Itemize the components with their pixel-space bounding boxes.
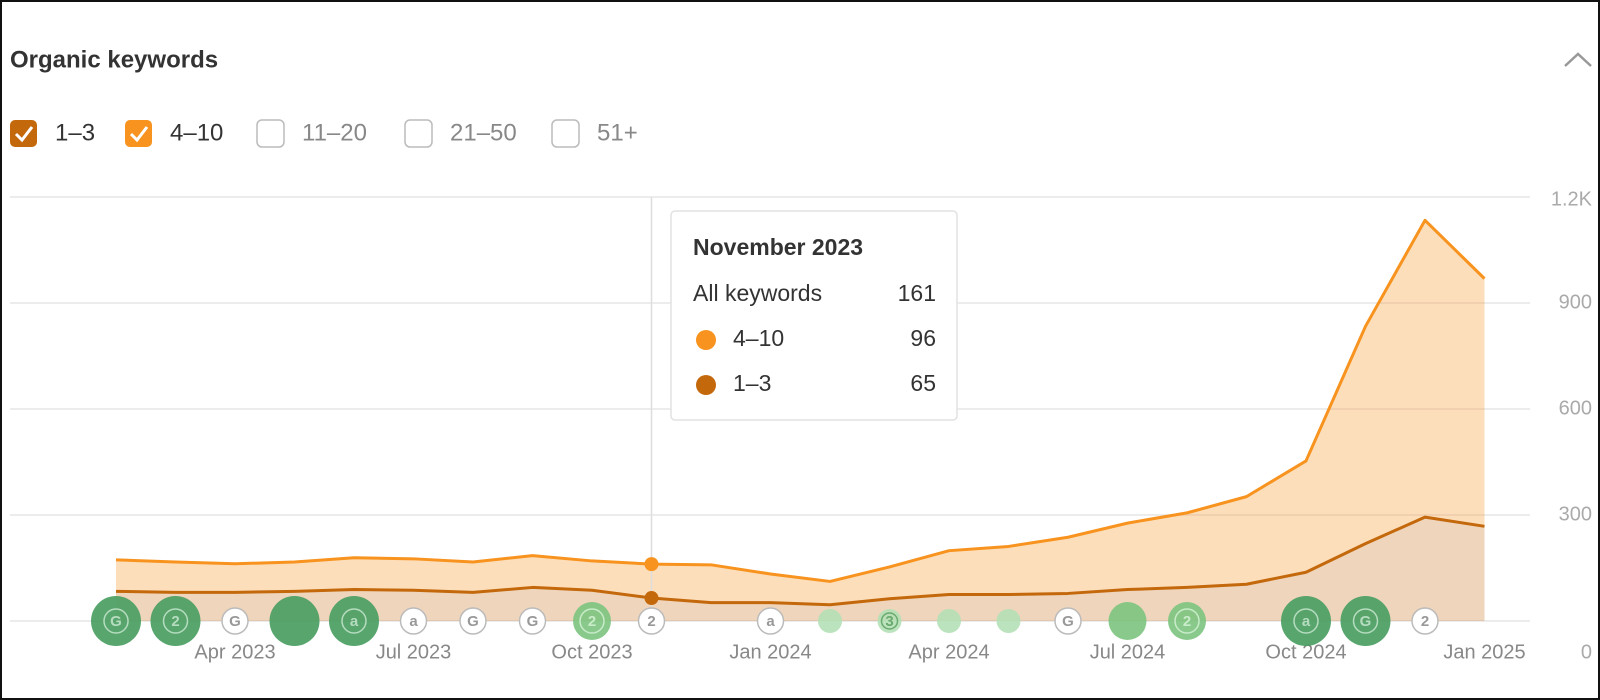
event-label: 2 [1183,613,1191,630]
event-marker[interactable] [818,609,842,633]
event-label: 3 [885,613,893,630]
legend-label[interactable]: 21–50 [450,119,517,146]
x-tick-label: Jul 2023 [376,641,452,663]
event-marker[interactable] [399,607,428,635]
tooltip-dot [696,375,716,395]
event-label: a [1302,613,1311,630]
event-label: a [409,613,418,630]
legend-label[interactable]: 1–3 [55,119,95,146]
checkbox[interactable] [10,120,37,147]
event-marker[interactable] [637,607,666,635]
event-badge [341,608,367,634]
checkbox[interactable] [404,119,433,148]
event-marker[interactable] [1340,596,1391,646]
event-label: G [110,613,122,630]
y-tick-label: 900 [1559,291,1592,313]
legend-label[interactable]: 11–20 [302,119,367,146]
x-tick-label: Apr 2024 [908,641,989,663]
event-badge [103,608,129,634]
event-marker[interactable] [518,607,547,635]
event-badge [1352,608,1379,634]
event-marker[interactable] [91,596,141,646]
tooltip [670,210,958,421]
card-title: Organic keywords [10,46,218,73]
event-marker[interactable] [1168,602,1206,640]
area [116,517,1485,621]
event-label: 2 [588,613,596,630]
x-tick-label: Apr 2023 [194,641,275,663]
event-label: G [467,613,479,630]
collapse-button[interactable] [1564,52,1592,67]
event-label: G [1062,613,1074,630]
tooltip-label: All keywords [693,280,822,306]
y-tick-label: 600 [1559,397,1592,419]
event-marker[interactable] [1108,602,1147,640]
x-tick-label: Jul 2024 [1090,641,1166,663]
check-mark [129,126,149,143]
line [115,218,1486,583]
event-marker[interactable] [269,596,320,646]
x-tick-label: Jan 2024 [729,641,811,663]
event-marker[interactable] [756,607,785,635]
event-badge [1174,608,1200,634]
event-marker[interactable] [937,609,961,633]
y-tick-label: 1.2K [1551,188,1593,210]
tooltip-value: 161 [898,280,936,306]
hover-dot [644,557,659,572]
event-marker[interactable] [1054,607,1082,635]
event-badge [579,608,605,634]
checkbox[interactable] [551,119,580,148]
event-marker[interactable] [1411,607,1439,635]
event-label: 2 [1421,613,1429,630]
x-tick-label: Oct 2024 [1265,641,1346,663]
checkbox[interactable] [256,119,285,148]
hover-dot [644,591,659,606]
event-marker[interactable] [573,602,611,640]
tooltip-label: 1–3 [733,370,771,396]
event-marker[interactable] [329,596,379,646]
event-label: G [1360,613,1372,630]
tooltip-dot [696,330,716,350]
event-marker[interactable] [1281,596,1331,646]
tooltip-value: 65 [910,370,936,396]
event-label: a [350,613,359,630]
event-label: G [527,613,539,630]
event-label: G [229,613,241,630]
event-badge [1293,608,1319,634]
tooltip-label: 4–10 [733,325,784,351]
y-tick-label: 300 [1559,503,1592,525]
area [116,220,1485,605]
legend-label[interactable]: 51+ [597,119,638,146]
check-mark [14,126,34,143]
event-marker[interactable] [150,596,201,646]
event-marker[interactable] [221,607,249,635]
y-tick-label: 0 [1581,641,1592,663]
x-tick-label: Jan 2025 [1443,641,1525,663]
event-label: a [766,613,775,630]
tooltip-value: 96 [910,325,936,351]
event-marker[interactable] [996,609,1021,633]
tooltip-title: November 2023 [693,234,863,260]
event-badge [880,612,899,630]
checkbox[interactable] [125,120,152,147]
event-label: 2 [171,613,179,630]
event-badge [162,608,189,634]
line [115,515,1485,607]
event-marker[interactable] [459,607,487,635]
x-tick-label: Oct 2023 [551,641,632,663]
legend-label[interactable]: 4–10 [170,119,223,146]
event-label: 2 [647,613,655,630]
